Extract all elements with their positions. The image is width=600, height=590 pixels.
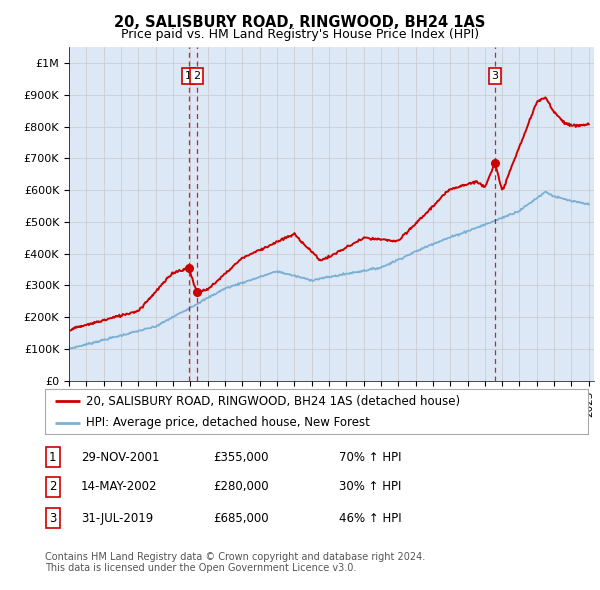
Text: 3: 3 — [49, 512, 56, 525]
Text: Price paid vs. HM Land Registry's House Price Index (HPI): Price paid vs. HM Land Registry's House … — [121, 28, 479, 41]
Text: Contains HM Land Registry data © Crown copyright and database right 2024.
This d: Contains HM Land Registry data © Crown c… — [45, 552, 425, 573]
Text: 30% ↑ HPI: 30% ↑ HPI — [339, 480, 401, 493]
Text: HPI: Average price, detached house, New Forest: HPI: Average price, detached house, New … — [86, 416, 370, 429]
Text: 31-JUL-2019: 31-JUL-2019 — [81, 512, 153, 525]
Text: £355,000: £355,000 — [213, 451, 269, 464]
Text: 2: 2 — [193, 71, 200, 81]
Text: 1: 1 — [49, 451, 56, 464]
Text: 1: 1 — [185, 71, 192, 81]
Text: £685,000: £685,000 — [213, 512, 269, 525]
Text: £280,000: £280,000 — [213, 480, 269, 493]
Text: 70% ↑ HPI: 70% ↑ HPI — [339, 451, 401, 464]
Text: 3: 3 — [491, 71, 499, 81]
Text: 14-MAY-2002: 14-MAY-2002 — [81, 480, 157, 493]
Text: 2: 2 — [49, 480, 56, 493]
Text: 20, SALISBURY ROAD, RINGWOOD, BH24 1AS (detached house): 20, SALISBURY ROAD, RINGWOOD, BH24 1AS (… — [86, 395, 460, 408]
Text: 20, SALISBURY ROAD, RINGWOOD, BH24 1AS: 20, SALISBURY ROAD, RINGWOOD, BH24 1AS — [115, 15, 485, 30]
Text: 29-NOV-2001: 29-NOV-2001 — [81, 451, 160, 464]
Text: 46% ↑ HPI: 46% ↑ HPI — [339, 512, 401, 525]
